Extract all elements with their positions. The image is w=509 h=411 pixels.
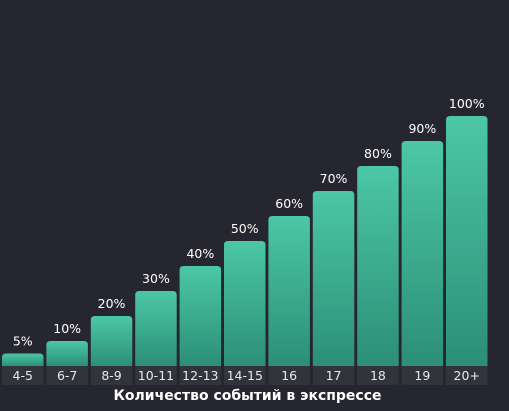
x-tick-label: 16 [281, 368, 297, 383]
tick-band [179, 366, 222, 385]
x-tick-label: 20+ [454, 368, 480, 383]
bar [90, 316, 133, 366]
tick-band [2, 366, 44, 385]
bar-value-label: 100% [449, 96, 485, 111]
bar-value-label: 50% [231, 221, 259, 236]
x-tick-label: 6-7 [57, 368, 77, 383]
x-tick-label: 14-15 [227, 368, 263, 383]
bar [312, 191, 355, 366]
bar-value-label: 80% [364, 146, 392, 161]
bar-value-label: 5% [13, 334, 33, 349]
tick-band [224, 366, 266, 385]
bar [401, 141, 444, 366]
tick-band [357, 366, 399, 385]
x-axis-title: Количество событий в экспрессе [113, 388, 382, 404]
bar-value-label: 60% [275, 196, 303, 211]
bar [224, 241, 266, 366]
x-tick-label: 8-9 [101, 368, 121, 383]
bar-series: 5% 10% 20% 30% 40% 50% 60% 70% 80% 90% 100% [2, 96, 488, 366]
bar-value-label: 20% [98, 296, 126, 311]
tick-band [401, 366, 444, 385]
x-axis-ticks: 4-5 6-7 8-9 10-11 12-13 14-15 16 17 18 19 20+ [2, 366, 488, 385]
bar [446, 116, 488, 366]
bar [179, 266, 222, 366]
bar-value-label: 70% [320, 171, 348, 186]
bar-value-label: 90% [408, 121, 436, 136]
tick-band [46, 366, 88, 385]
bar [357, 166, 399, 366]
bar [135, 291, 177, 366]
bar [2, 353, 44, 366]
x-tick-label: 18 [370, 368, 386, 383]
bar [46, 341, 88, 366]
tick-band [446, 366, 488, 385]
x-tick-label: 12-13 [182, 368, 218, 383]
bar-value-label: 30% [142, 271, 170, 286]
tick-band [135, 366, 177, 385]
tick-band [268, 366, 310, 385]
tick-band [90, 366, 133, 385]
x-tick-label: 17 [326, 368, 342, 383]
bar-value-label: 40% [186, 246, 214, 261]
bar [268, 216, 310, 366]
x-tick-label: 4-5 [13, 368, 33, 383]
x-tick-label: 19 [414, 368, 430, 383]
x-tick-label: 10-11 [138, 368, 174, 383]
bar-value-label: 10% [53, 321, 81, 336]
tick-band [312, 366, 355, 385]
